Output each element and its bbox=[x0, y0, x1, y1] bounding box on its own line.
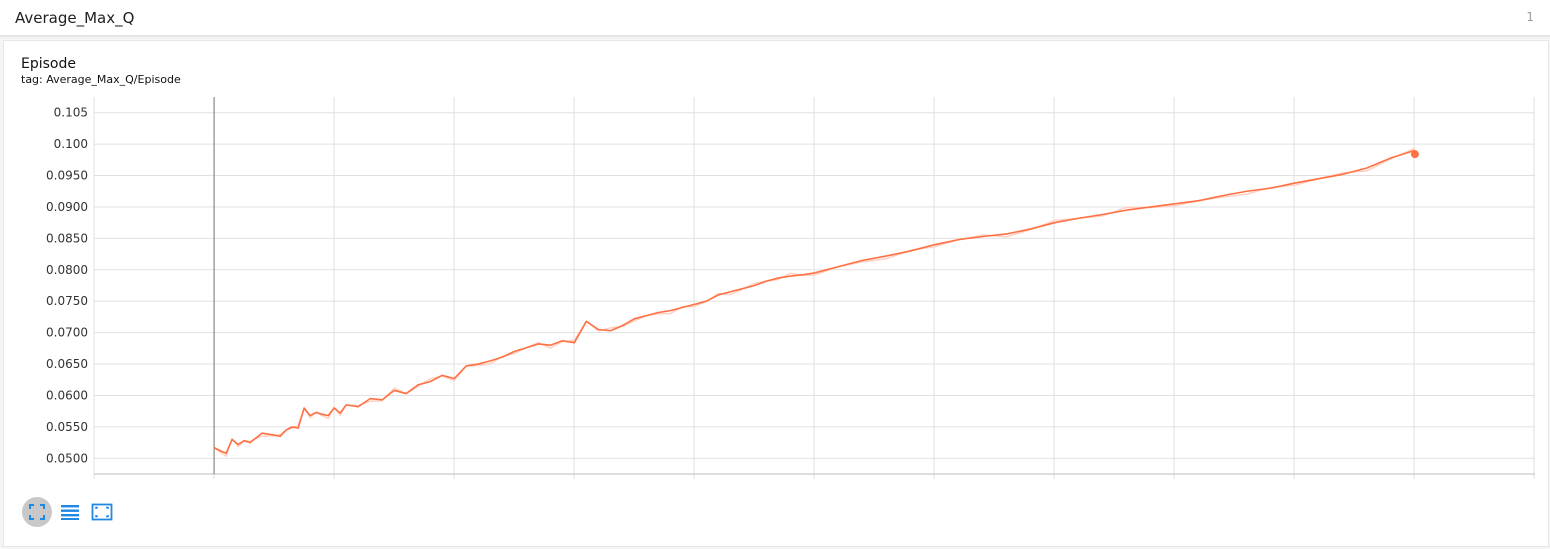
y-tick-label: 0.0900 bbox=[46, 200, 88, 214]
fullscreen-icon bbox=[29, 504, 45, 520]
fit-domain-button[interactable] bbox=[87, 497, 117, 527]
group-count: 1 bbox=[1526, 10, 1534, 24]
y-tick-label: 0.0850 bbox=[46, 231, 88, 245]
toggle-log-list-icon bbox=[61, 505, 79, 520]
y-tick-label: 0.0800 bbox=[46, 263, 88, 277]
fit-domain-icon bbox=[91, 503, 113, 521]
series-endpoint bbox=[1410, 150, 1419, 159]
y-tick-label: 0.0500 bbox=[46, 451, 88, 465]
fullscreen-button[interactable] bbox=[22, 497, 52, 527]
chart-title: Episode bbox=[21, 56, 76, 72]
series-line bbox=[213, 149, 1416, 455]
y-tick-label: 0.0550 bbox=[46, 420, 88, 434]
y-tick-label: 0.0600 bbox=[46, 388, 88, 402]
y-tick-label: 0.0750 bbox=[46, 294, 88, 308]
y-tick-label: 0.105 bbox=[54, 106, 88, 120]
chart-card: Episode tag: Average_Max_Q/Episode 0.050… bbox=[3, 40, 1549, 547]
group-header[interactable]: Average_Max_Q 1 bbox=[0, 0, 1550, 36]
toggle-log-button[interactable] bbox=[55, 497, 85, 527]
group-title: Average_Max_Q bbox=[15, 9, 135, 27]
chart-plot[interactable]: 0.0500 0.0550 0.0600 0.0650 0.0700 0.0750 0.08… bbox=[4, 41, 1550, 548]
y-tick-label: 0.100 bbox=[54, 137, 88, 151]
chart-tag: tag: Average_Max_Q/Episode bbox=[21, 73, 181, 86]
y-tick-label: 0.0700 bbox=[46, 326, 88, 340]
y-tick-label: 0.0950 bbox=[46, 169, 88, 183]
y-tick-label: 0.0650 bbox=[46, 357, 88, 371]
